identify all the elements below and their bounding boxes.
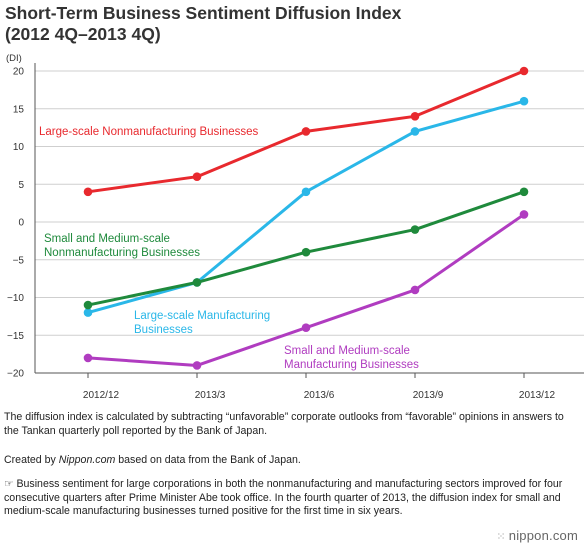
y-tick-label: 15 (13, 104, 25, 115)
data-point (301, 323, 311, 333)
data-point (301, 247, 311, 257)
credit-suffix: based on data from the Bank of Japan. (115, 454, 301, 466)
y-axis-unit-label: (DI) (6, 53, 22, 64)
data-point (519, 210, 529, 219)
series-labels: Large-scale Nonmanufacturing Businesses L… (39, 126, 419, 371)
data-point (410, 225, 420, 234)
data-point (192, 361, 202, 370)
x-tick-label: 2013/3 (195, 390, 226, 401)
data-point (410, 112, 420, 121)
data-point (192, 278, 202, 287)
x-tick-label: 2013/12 (519, 390, 556, 401)
data-point (83, 308, 93, 317)
brand-text: nippon.com (508, 528, 578, 543)
x-tick-label: 2012/12 (83, 390, 120, 401)
data-point (83, 353, 93, 363)
data-point (519, 96, 529, 106)
brand-icon: ⁙ (496, 531, 506, 543)
data-point (519, 66, 529, 76)
brand-logo: ⁙ nippon.com (496, 528, 578, 543)
data-point (83, 300, 93, 310)
y-tick-label: 0 (18, 218, 24, 229)
y-tick-label: −5 (13, 255, 25, 266)
chart-title: Short-Term Business Sentiment Diffusion … (5, 3, 575, 45)
credit-site: Nippon.com (58, 454, 116, 466)
series-label-2: Small and Medium-scale Nonmanufacturing B… (44, 233, 200, 259)
data-point (192, 172, 202, 181)
series-lines (83, 66, 529, 370)
series-label-3: Small and Medium-scale Manufacturing Busi… (284, 345, 419, 371)
data-point (410, 127, 420, 136)
data-point (83, 187, 93, 197)
credit-prefix: Created by (4, 454, 59, 466)
definition-note: The diffusion index is calculated by sub… (4, 411, 564, 437)
chart-title-line-1: Short-Term Business Sentiment Diffusion … (5, 3, 402, 23)
commentary-note: ☞ Business sentiment for large corporati… (4, 478, 563, 517)
credit-note: Created by Nippon.com based on data from… (4, 454, 580, 468)
data-point (301, 127, 311, 136)
data-point (410, 285, 420, 295)
y-tick-label: 20 (13, 67, 25, 78)
series-label-1: Large-scale Manufacturing Businesses (134, 310, 270, 336)
y-tick-label: −10 (7, 293, 24, 304)
y-tick-label: −20 (7, 369, 24, 380)
x-tick-label: 2013/6 (304, 390, 335, 401)
y-tick-label: 5 (18, 180, 24, 191)
series-label-0: Large-scale Nonmanufacturing Businesses (39, 126, 259, 138)
y-tick-label: −15 (7, 331, 24, 342)
data-point (301, 187, 311, 197)
x-axis-ticks: 2012/12 2013/3 2013/6 2013/9 2013/12 (83, 373, 556, 401)
data-point (519, 187, 529, 197)
chart-title-line-2: (2012 4Q–2013 4Q) (5, 24, 161, 44)
y-axis-ticks: (DI) 20 15 10 5 0 −5 −10 −15 −20 (6, 53, 24, 380)
y-tick-label: 10 (13, 142, 25, 153)
x-tick-label: 2013/9 (413, 390, 444, 401)
